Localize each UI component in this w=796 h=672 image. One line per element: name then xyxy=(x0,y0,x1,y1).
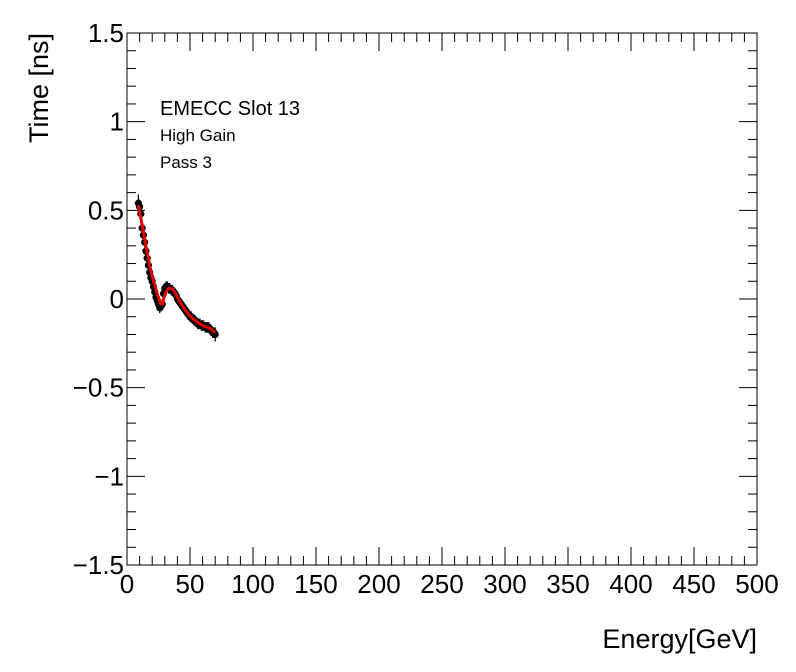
y-tick-label: 0.5 xyxy=(88,195,124,225)
y-tick-label: 1.5 xyxy=(88,18,124,48)
y-tick-label: 0 xyxy=(110,284,124,314)
x-tick-label: 300 xyxy=(483,569,526,599)
annotation-gain: High Gain xyxy=(160,126,236,145)
y-tick-label: −0.5 xyxy=(73,373,124,403)
annotation-pass: Pass 3 xyxy=(160,153,212,172)
x-tick-label: 150 xyxy=(294,569,337,599)
axis-ticks xyxy=(126,32,758,566)
y-tick-label: 1 xyxy=(110,107,124,137)
fit-curve xyxy=(136,204,217,334)
x-tick-label: 100 xyxy=(231,569,274,599)
x-tick-label: 0 xyxy=(120,569,134,599)
x-tick-label: 250 xyxy=(420,569,463,599)
y-tick-label: −1.5 xyxy=(73,550,124,580)
y-tick-labels: −1.5 −1 −0.5 0 0.5 1 1.5 xyxy=(73,18,124,580)
x-tick-label: 50 xyxy=(176,569,205,599)
annotation-slot: EMECC Slot 13 xyxy=(160,98,300,120)
x-axis-title: Energy[GeV] xyxy=(602,624,757,654)
x-tick-label: 500 xyxy=(735,569,778,599)
y-axis-title: Time [ns] xyxy=(24,33,54,143)
x-tick-label: 400 xyxy=(609,569,652,599)
x-tick-labels: 0 50 100 150 200 250 300 350 400 450 500 xyxy=(120,569,779,599)
x-tick-label: 350 xyxy=(546,569,589,599)
fit-curve-layer xyxy=(136,204,217,334)
y-tick-label: −1 xyxy=(94,461,124,491)
x-tick-label: 200 xyxy=(357,569,400,599)
x-tick-label: 450 xyxy=(672,569,715,599)
